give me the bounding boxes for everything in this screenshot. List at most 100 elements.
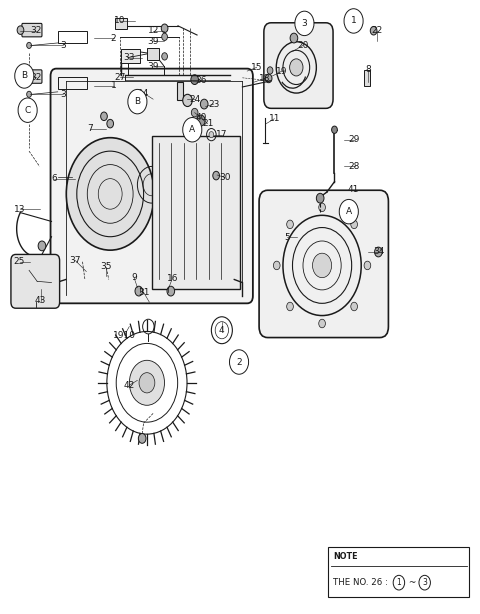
Text: 13: 13 (14, 204, 25, 214)
Text: 4: 4 (219, 325, 225, 335)
Circle shape (17, 72, 24, 81)
Text: B: B (134, 97, 141, 106)
Text: 37: 37 (70, 256, 81, 265)
Circle shape (197, 115, 205, 126)
Text: ~: ~ (406, 578, 420, 587)
Circle shape (290, 33, 298, 43)
FancyBboxPatch shape (177, 82, 183, 101)
FancyBboxPatch shape (115, 18, 127, 29)
Circle shape (364, 261, 371, 270)
Text: 39: 39 (147, 61, 159, 71)
Circle shape (38, 241, 46, 251)
Circle shape (274, 261, 280, 270)
FancyBboxPatch shape (147, 48, 159, 60)
Circle shape (27, 91, 32, 98)
Circle shape (66, 138, 154, 250)
Circle shape (130, 360, 165, 405)
Circle shape (18, 98, 37, 122)
Text: 34: 34 (373, 247, 385, 257)
Text: 32: 32 (30, 26, 41, 35)
Circle shape (138, 433, 146, 443)
Circle shape (183, 117, 202, 142)
Text: A: A (189, 125, 195, 134)
Text: 24: 24 (189, 95, 200, 104)
Text: 16: 16 (167, 274, 178, 284)
Text: 10: 10 (114, 17, 125, 25)
FancyBboxPatch shape (264, 23, 333, 108)
FancyBboxPatch shape (120, 49, 140, 63)
Circle shape (229, 350, 249, 375)
Text: 19: 19 (276, 66, 288, 76)
Circle shape (15, 64, 34, 88)
Text: 15: 15 (251, 63, 263, 72)
Circle shape (351, 302, 358, 311)
Circle shape (183, 95, 192, 106)
Circle shape (265, 74, 272, 83)
Circle shape (419, 575, 431, 590)
Circle shape (27, 42, 32, 49)
Text: 18: 18 (259, 74, 271, 83)
Circle shape (101, 112, 108, 120)
Text: 29: 29 (349, 135, 360, 144)
Text: 31: 31 (138, 288, 149, 297)
Text: 8: 8 (365, 65, 371, 74)
Circle shape (128, 90, 147, 114)
Text: 22: 22 (372, 26, 383, 35)
Text: 23: 23 (208, 99, 219, 109)
Text: 3: 3 (60, 41, 66, 50)
Circle shape (319, 203, 325, 212)
Circle shape (312, 253, 332, 278)
Text: 6: 6 (51, 174, 57, 183)
FancyBboxPatch shape (50, 69, 253, 303)
Circle shape (287, 220, 293, 228)
Text: 3: 3 (301, 19, 307, 28)
Circle shape (332, 126, 337, 133)
Circle shape (167, 286, 175, 296)
Text: 7: 7 (87, 124, 93, 133)
Circle shape (139, 373, 155, 393)
Text: 33: 33 (123, 53, 135, 62)
Circle shape (339, 200, 359, 224)
Text: B: B (21, 71, 27, 80)
FancyBboxPatch shape (364, 71, 370, 86)
Text: 39: 39 (147, 37, 159, 45)
Text: NOTE: NOTE (333, 553, 358, 561)
Circle shape (393, 575, 405, 590)
Circle shape (374, 247, 382, 257)
Text: THE NO. 26 :: THE NO. 26 : (333, 578, 391, 587)
Text: 38: 38 (234, 360, 246, 369)
Circle shape (191, 75, 199, 85)
FancyBboxPatch shape (11, 254, 60, 308)
Text: 25: 25 (14, 257, 25, 266)
Text: 17: 17 (216, 130, 228, 139)
Text: 1: 1 (351, 17, 357, 25)
Text: 9: 9 (131, 273, 137, 282)
Text: 12: 12 (147, 26, 159, 35)
Circle shape (287, 302, 293, 311)
Text: 40: 40 (195, 113, 206, 122)
Text: 35: 35 (101, 262, 112, 271)
Text: 1: 1 (396, 578, 401, 587)
Circle shape (17, 26, 24, 34)
Circle shape (162, 33, 168, 41)
Circle shape (370, 26, 377, 35)
Text: 20: 20 (297, 41, 309, 50)
Text: 42: 42 (124, 381, 135, 390)
Circle shape (267, 67, 273, 74)
Text: 1: 1 (111, 81, 117, 90)
Circle shape (344, 9, 363, 33)
FancyBboxPatch shape (328, 547, 469, 597)
Text: 41: 41 (348, 185, 359, 194)
Text: 3: 3 (422, 578, 427, 587)
Text: 21: 21 (202, 119, 213, 128)
Circle shape (351, 220, 358, 228)
Text: 30: 30 (219, 173, 230, 182)
Text: 14: 14 (138, 88, 149, 98)
FancyBboxPatch shape (259, 190, 388, 338)
Text: 43: 43 (35, 297, 46, 305)
FancyBboxPatch shape (22, 23, 42, 37)
Circle shape (192, 108, 198, 117)
Circle shape (209, 131, 214, 138)
Text: 11: 11 (269, 114, 280, 123)
Circle shape (162, 53, 168, 60)
